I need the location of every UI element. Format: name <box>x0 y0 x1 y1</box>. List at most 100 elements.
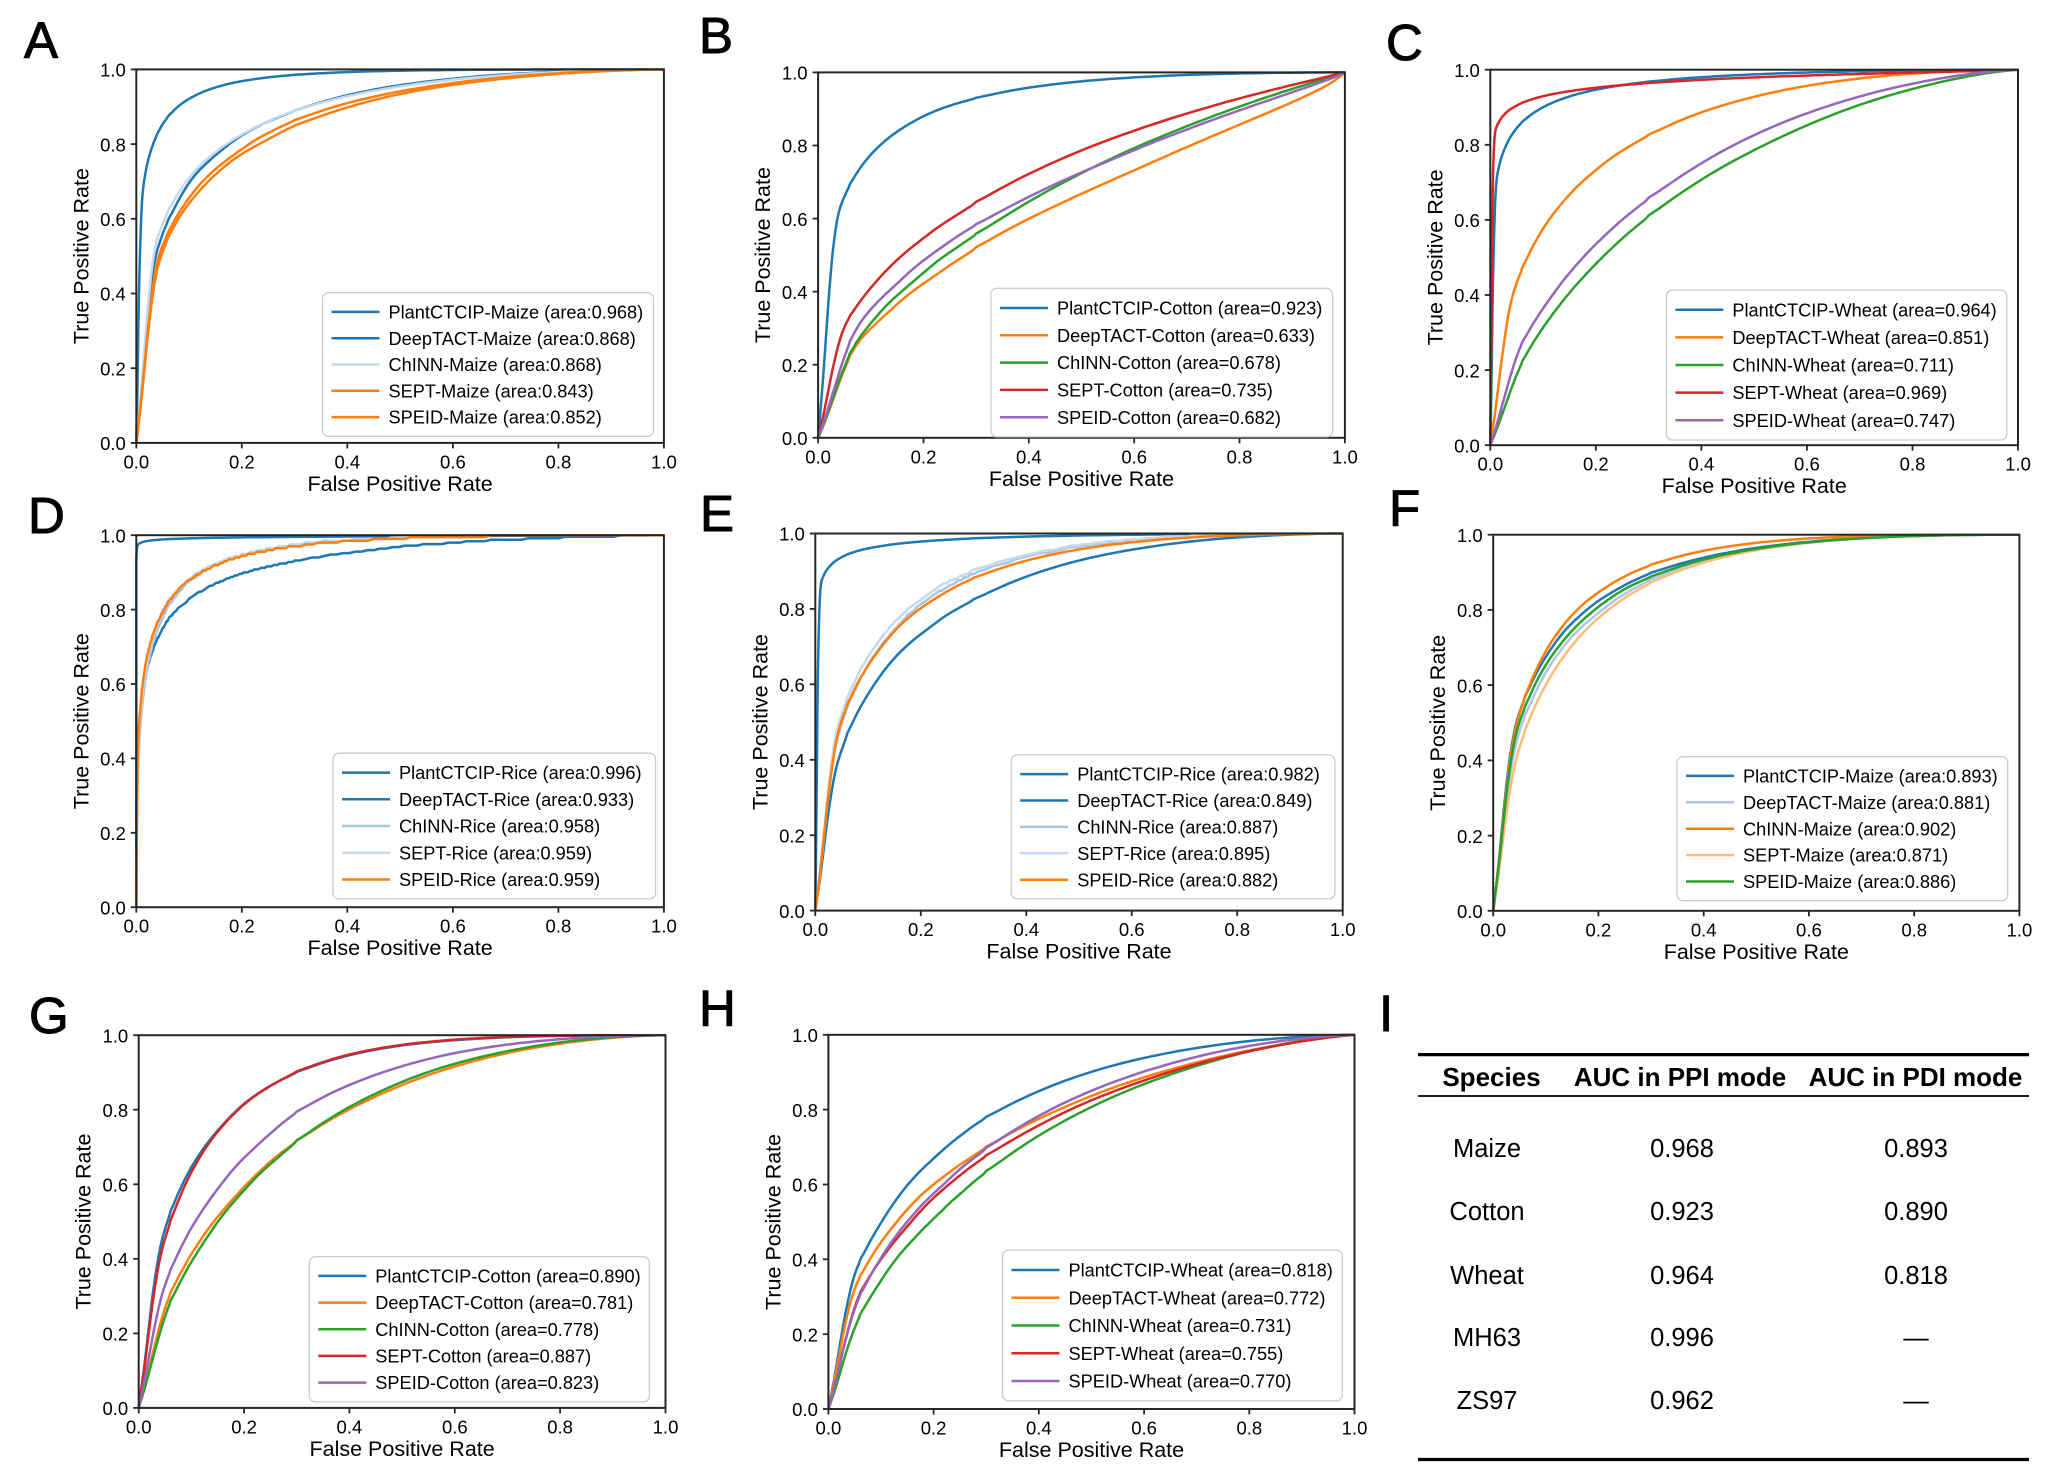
svg-text:0.6: 0.6 <box>1121 446 1147 467</box>
svg-text:1.0: 1.0 <box>100 60 126 81</box>
svg-text:MH63: MH63 <box>1453 1324 1521 1352</box>
svg-text:0.2: 0.2 <box>792 1324 818 1345</box>
svg-text:0.0: 0.0 <box>805 446 831 467</box>
svg-text:1.0: 1.0 <box>2005 454 2031 475</box>
svg-text:E: E <box>700 485 734 542</box>
svg-text:0.0: 0.0 <box>802 919 828 940</box>
svg-text:0.2: 0.2 <box>231 1416 257 1437</box>
svg-text:False Positive Rate: False Positive Rate <box>999 1438 1184 1462</box>
svg-text:0.0: 0.0 <box>1457 901 1483 922</box>
svg-text:B: B <box>699 7 733 64</box>
svg-text:0.2: 0.2 <box>908 919 934 940</box>
svg-text:0.2: 0.2 <box>229 916 255 937</box>
svg-text:1.0: 1.0 <box>1330 919 1356 940</box>
svg-text:0.8: 0.8 <box>546 916 572 937</box>
svg-text:0.2: 0.2 <box>1586 919 1612 940</box>
svg-text:G: G <box>29 987 69 1044</box>
svg-text:0.0: 0.0 <box>100 897 126 918</box>
svg-text:0.0: 0.0 <box>782 428 808 449</box>
svg-text:DeepTACT-Maize (area:0.868): DeepTACT-Maize (area:0.868) <box>389 329 636 349</box>
svg-text:D: D <box>28 487 65 544</box>
svg-text:0.6: 0.6 <box>1119 919 1145 940</box>
svg-text:0.4: 0.4 <box>334 451 360 472</box>
svg-text:0.0: 0.0 <box>779 901 805 922</box>
svg-text:ChINN-Maize (area:0.902): ChINN-Maize (area:0.902) <box>1743 819 1956 839</box>
svg-text:0.2: 0.2 <box>229 451 255 472</box>
svg-text:0.0: 0.0 <box>102 1398 128 1419</box>
svg-text:1.0: 1.0 <box>779 524 805 545</box>
svg-text:0.0: 0.0 <box>1477 454 1503 475</box>
svg-text:0.0: 0.0 <box>123 916 149 937</box>
svg-text:0.8: 0.8 <box>792 1100 818 1121</box>
svg-text:1.0: 1.0 <box>100 525 126 546</box>
svg-text:0.6: 0.6 <box>440 451 466 472</box>
svg-text:AUC in PDI mode: AUC in PDI mode <box>1809 1062 2023 1092</box>
svg-text:False Positive Rate: False Positive Rate <box>989 467 1174 491</box>
svg-text:0.8: 0.8 <box>1227 446 1253 467</box>
svg-text:0.4: 0.4 <box>102 1249 128 1270</box>
svg-text:0.4: 0.4 <box>1691 919 1717 940</box>
svg-text:0.6: 0.6 <box>792 1175 818 1196</box>
svg-text:0.6: 0.6 <box>1794 454 1820 475</box>
svg-text:0.2: 0.2 <box>100 358 126 379</box>
svg-text:0.893: 0.893 <box>1884 1135 1948 1163</box>
svg-text:0.8: 0.8 <box>100 134 126 155</box>
svg-text:0.2: 0.2 <box>1583 454 1609 475</box>
svg-text:SEPT-Rice (area:0.895): SEPT-Rice (area:0.895) <box>1077 844 1270 864</box>
svg-text:DeepTACT-Rice (area:0.849): DeepTACT-Rice (area:0.849) <box>1077 791 1312 811</box>
svg-text:SPEID-Maize (area:0.852): SPEID-Maize (area:0.852) <box>389 408 602 428</box>
svg-text:False Positive Rate: False Positive Rate <box>1664 940 1849 964</box>
svg-text:False Positive Rate: False Positive Rate <box>307 472 492 496</box>
svg-text:0.4: 0.4 <box>337 1416 363 1437</box>
svg-text:0.968: 0.968 <box>1650 1135 1714 1163</box>
svg-text:0.0: 0.0 <box>100 433 126 454</box>
svg-text:Wheat: Wheat <box>1450 1262 1524 1290</box>
svg-text:—: — <box>1903 1387 1929 1415</box>
svg-text:SEPT-Cotton (area=0.887): SEPT-Cotton (area=0.887) <box>375 1347 591 1367</box>
svg-text:DeepTACT-Rice (area:0.933): DeepTACT-Rice (area:0.933) <box>399 790 634 810</box>
svg-text:Cotton: Cotton <box>1449 1198 1524 1226</box>
svg-text:0.6: 0.6 <box>440 916 466 937</box>
svg-text:PlantCTCIP-Wheat (area=0.964): PlantCTCIP-Wheat (area=0.964) <box>1732 300 1996 320</box>
svg-text:SEPT-Wheat (area=0.755): SEPT-Wheat (area=0.755) <box>1069 1344 1284 1364</box>
svg-text:0.2: 0.2 <box>1457 826 1483 847</box>
svg-text:True Positive Rate: True Positive Rate <box>1426 635 1450 811</box>
svg-text:ChINN-Rice (area:0.958): ChINN-Rice (area:0.958) <box>399 817 600 837</box>
svg-text:0.6: 0.6 <box>779 675 805 696</box>
svg-text:SPEID-Maize (area:0.886): SPEID-Maize (area:0.886) <box>1743 872 1956 892</box>
svg-text:PlantCTCIP-Rice (area:0.982): PlantCTCIP-Rice (area:0.982) <box>1077 765 1320 785</box>
svg-text:SPEID-Wheat (area=0.747): SPEID-Wheat (area=0.747) <box>1732 411 1955 431</box>
svg-text:0.2: 0.2 <box>1454 360 1480 381</box>
svg-text:0.6: 0.6 <box>1131 1418 1157 1439</box>
svg-text:Maize: Maize <box>1453 1135 1521 1163</box>
svg-text:0.6: 0.6 <box>102 1175 128 1196</box>
svg-text:1.0: 1.0 <box>102 1025 128 1046</box>
svg-text:0.4: 0.4 <box>792 1250 818 1271</box>
svg-text:0.0: 0.0 <box>816 1418 842 1439</box>
svg-text:0.4: 0.4 <box>100 749 126 770</box>
svg-text:True Positive Rate: True Positive Rate <box>1423 169 1447 345</box>
svg-text:SEPT-Wheat (area=0.969): SEPT-Wheat (area=0.969) <box>1732 383 1947 403</box>
svg-text:H: H <box>699 980 736 1037</box>
svg-text:False Positive Rate: False Positive Rate <box>1662 474 1847 498</box>
svg-text:0.4: 0.4 <box>1454 285 1480 306</box>
svg-text:ChINN-Rice (area:0.887): ChINN-Rice (area:0.887) <box>1077 818 1278 838</box>
svg-text:True Positive Rate: True Positive Rate <box>761 1134 785 1310</box>
svg-text:ZS97: ZS97 <box>1457 1387 1518 1415</box>
svg-text:ChINN-Maize (area:0.868): ChINN-Maize (area:0.868) <box>389 355 602 375</box>
svg-text:SEPT-Cotton (area=0.735): SEPT-Cotton (area=0.735) <box>1057 381 1273 401</box>
svg-text:DeepTACT-Wheat (area=0.772): DeepTACT-Wheat (area=0.772) <box>1069 1288 1326 1308</box>
svg-text:DeepTACT-Cotton (area=0.781): DeepTACT-Cotton (area=0.781) <box>375 1293 633 1313</box>
svg-text:1.0: 1.0 <box>1457 525 1483 546</box>
svg-text:0.818: 0.818 <box>1884 1262 1948 1290</box>
svg-text:ChINN-Cotton (area=0.678): ChINN-Cotton (area=0.678) <box>1057 353 1281 373</box>
svg-text:DeepTACT-Cotton (area=0.633): DeepTACT-Cotton (area=0.633) <box>1057 326 1315 346</box>
svg-text:0.8: 0.8 <box>779 599 805 620</box>
svg-text:0.2: 0.2 <box>100 823 126 844</box>
svg-text:DeepTACT-Wheat (area=0.851): DeepTACT-Wheat (area=0.851) <box>1732 328 1989 348</box>
svg-text:0.6: 0.6 <box>1454 210 1480 231</box>
svg-text:ChINN-Wheat (area=0.731): ChINN-Wheat (area=0.731) <box>1069 1316 1292 1336</box>
svg-text:0.6: 0.6 <box>100 209 126 230</box>
svg-text:0.962: 0.962 <box>1650 1387 1714 1415</box>
svg-text:0.8: 0.8 <box>100 600 126 621</box>
